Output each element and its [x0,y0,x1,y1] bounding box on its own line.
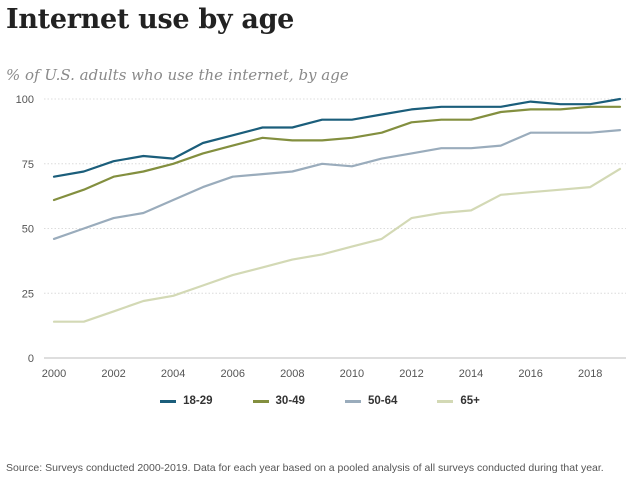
y-axis-ticks: 0 25 50 75 100 [16,94,34,365]
series-line-30-49 [52,105,622,202]
y-tick-label: 75 [22,159,34,171]
x-tick-label: 2000 [42,368,66,380]
legend-swatch [437,399,454,403]
legend-label: 50-64 [367,395,398,407]
x-tick-label: 2004 [161,368,185,380]
legend-swatch [344,399,361,403]
x-tick-label: 2014 [459,368,483,380]
chart-title: Internet use by age [6,4,295,35]
chart-subtitle: % of U.S. adults who use the internet, b… [6,66,349,84]
legend: 18-29 30-49 50-64 65+ [0,395,640,407]
legend-item-30-49: 30-49 [252,395,305,407]
x-axis-ticks: 2000 2002 2004 2006 2008 2010 2012 2014 2016 2018 [42,368,603,380]
y-tick-label: 100 [16,94,34,106]
series-lines [52,97,622,323]
y-tick-label: 25 [22,288,34,300]
source-note: Source: Surveys conducted 2000-2019. Dat… [6,462,604,474]
legend-item-18-29: 18-29 [160,395,213,407]
y-tick-label: 50 [22,224,34,236]
legend-swatch [160,399,177,403]
gridlines [44,98,626,359]
legend-item-50-64: 50-64 [344,395,398,407]
series-line-18-29 [52,97,622,178]
x-tick-label: 2008 [280,368,304,380]
x-tick-label: 2016 [518,368,542,380]
x-tick-label: 2010 [340,368,364,380]
series-line-50-64 [52,129,622,240]
legend-label: 65+ [460,395,480,407]
x-tick-label: 2002 [101,368,125,380]
legend-label: 30-49 [275,395,305,407]
legend-label: 18-29 [183,395,213,407]
legend-item-65+: 65+ [437,395,480,407]
series-line-65+ [52,167,622,323]
legend-swatch [252,399,269,403]
x-tick-label: 2012 [399,368,423,380]
x-tick-label: 2018 [578,368,602,380]
x-tick-label: 2006 [220,368,244,380]
y-tick-label: 0 [28,353,34,365]
